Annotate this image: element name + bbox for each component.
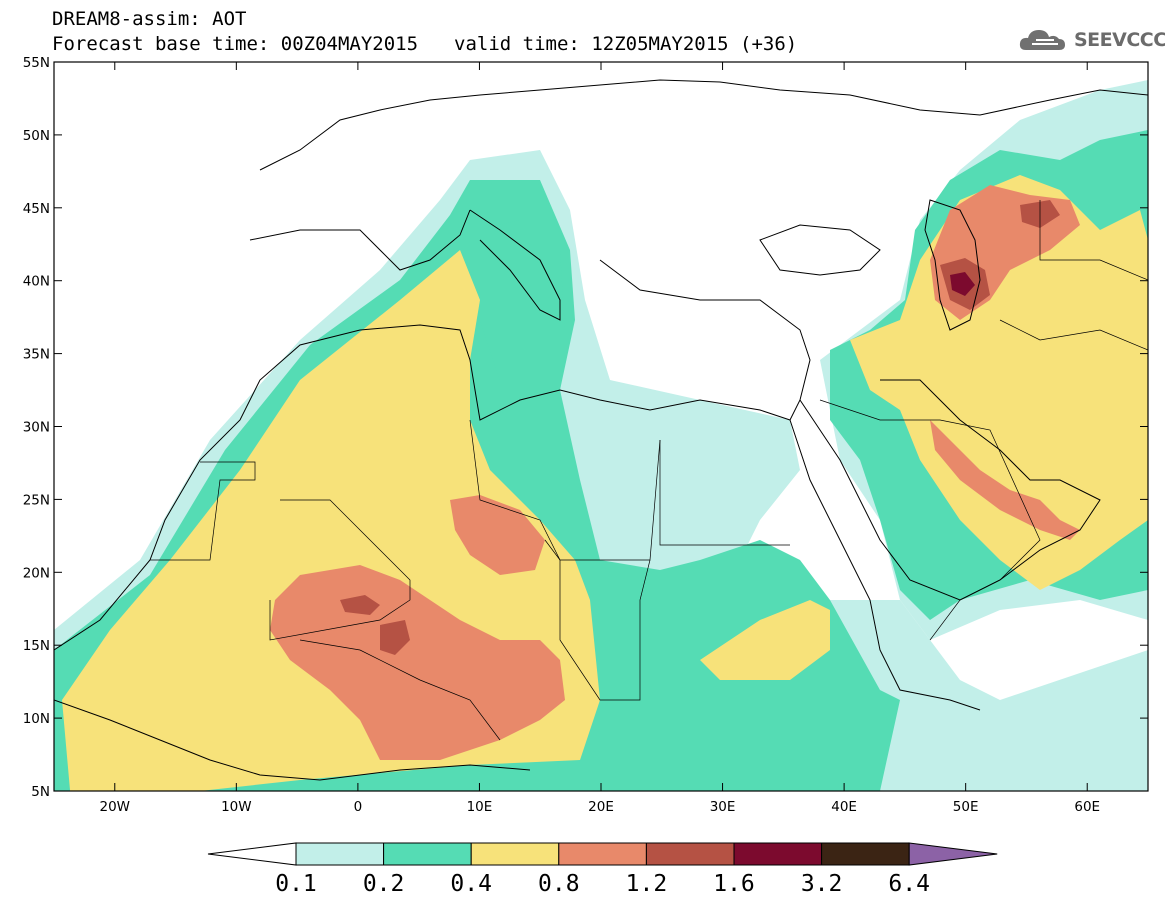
aot-contour-0.4-sahel: [700, 600, 830, 680]
lat-tick-label: 50N: [23, 128, 50, 144]
border-arabia: [819, 399, 1041, 641]
aot-contour-0.8-gulf: [930, 420, 1080, 540]
forecast-times: Forecast base time: 00Z04MAY2015 valid ti…: [52, 35, 797, 54]
lon-tick-label: 40E: [831, 799, 857, 815]
colorbar-bin: [733, 842, 823, 866]
colorbar-label: 3.2: [801, 871, 843, 897]
lat-tick-label: 15N: [23, 638, 50, 654]
border-chad: [544, 539, 651, 701]
colorbar-boxes: [207, 842, 998, 866]
aot-contour-0.8-niger: [450, 495, 545, 575]
aot-map: 55N 50N 45N 40N 35N 30N 25N 20N 15N 10N 5N 20W 10W 0…: [23, 55, 1149, 815]
colorbar-high-arrow: [908, 842, 998, 866]
coast-italy: [469, 209, 561, 321]
latitude-axis: 55N 50N 45N 40N 35N 30N 25N 20N 15N 10N 5N: [23, 55, 1148, 800]
valid-time: valid time: 12Z05MAY2015 (+36): [454, 33, 798, 55]
colorbar-label: 0.1: [275, 871, 317, 897]
border-sahel: [299, 639, 501, 741]
cloud-icon: [1019, 30, 1065, 50]
country-borders: [150, 200, 1148, 741]
colorbar-bin: [383, 842, 472, 866]
lat-tick-label: 10N: [23, 711, 50, 727]
aot-field: [54, 80, 1148, 791]
colorbar-label: 0.8: [538, 871, 580, 897]
aot-contour-0.8: [270, 565, 565, 760]
colorbar-bin: [558, 842, 647, 866]
lat-tick-label: 40N: [23, 274, 50, 290]
coast-caspian: [924, 199, 981, 331]
lat-tick-label: 45N: [23, 201, 50, 217]
lon-tick-label: 10E: [467, 799, 493, 815]
aot-contour-1.2: [340, 595, 410, 655]
colorbar-label: 1.6: [713, 871, 755, 897]
lon-tick-label: 20W: [100, 799, 131, 815]
colorbar-bin: [470, 842, 560, 866]
coast-black-sea: [759, 224, 881, 276]
lon-tick-label: 20E: [588, 799, 614, 815]
lon-tick-label: 60E: [1074, 799, 1100, 815]
aot-contour-0.2-med: [480, 220, 565, 380]
colorbar-label: 0.4: [450, 871, 492, 897]
seevccc-logo: SEEVCCC: [1018, 24, 1165, 56]
coast-red-sea: [789, 419, 981, 711]
colorbar-label: 0.2: [363, 871, 405, 897]
lat-tick-label: 25N: [23, 492, 50, 508]
lon-tick-label: 50E: [953, 799, 979, 815]
lat-tick-label: 5N: [31, 784, 50, 800]
logo-text: SEEVCCC: [1074, 29, 1165, 51]
border-sahara-west: [150, 461, 256, 561]
lat-tick-label: 30N: [23, 420, 50, 436]
coast-west-africa: [54, 324, 791, 651]
colorbar-labels: 0.1 0.2 0.4 0.8 1.2 1.6 3.2 6.4: [275, 871, 930, 897]
colorbar-bin: [645, 842, 735, 866]
border-egypt-sudan: [659, 440, 790, 546]
colorbar-low-arrow: [207, 842, 297, 866]
lon-tick-label: 0: [354, 799, 363, 815]
border-algeria-libya: [469, 419, 661, 561]
colorbar-label: 1.2: [626, 871, 668, 897]
colorbar-bin: [821, 842, 910, 866]
longitude-axis: 20W 10W 0 10E 20E 30E 40E 50E 60E: [100, 62, 1100, 815]
coast-europe-north: [259, 79, 1148, 171]
lon-tick-label: 30E: [710, 799, 736, 815]
map-title: DREAM8-assim: AOT: [52, 8, 247, 30]
lat-tick-label: 35N: [23, 347, 50, 363]
lat-tick-label: 20N: [23, 565, 50, 581]
coast-iberia: [249, 209, 471, 271]
base-time: Forecast base time: 00Z04MAY2015: [52, 33, 419, 55]
lon-tick-label: 10W: [221, 799, 252, 815]
coast-arabia: [799, 379, 1101, 601]
border-central-asia: [1039, 200, 1148, 281]
border-mali: [269, 499, 411, 641]
coastlines: [54, 79, 1148, 781]
coast-east-med: [599, 259, 811, 421]
lat-tick-label: 55N: [23, 55, 50, 71]
colorbar-bin: [295, 842, 385, 866]
aot-contour-1.6: [950, 272, 975, 296]
coast-gulf-of-guinea: [54, 699, 531, 781]
colorbar-label: 6.4: [888, 871, 930, 897]
border-iran: [999, 319, 1148, 351]
